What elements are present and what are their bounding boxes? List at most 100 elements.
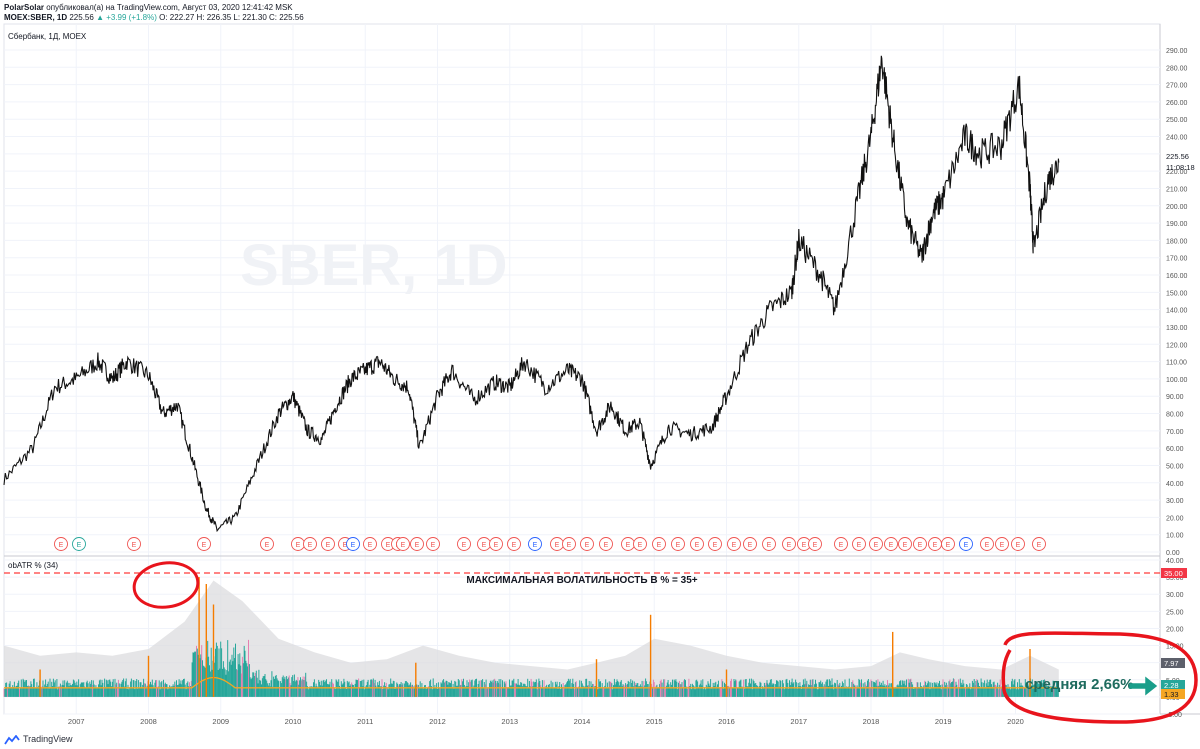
published-text: опубликовал(а) на TradingView.com, Авгус…	[46, 3, 293, 12]
earnings-marker[interactable]	[743, 537, 757, 551]
earnings-marker[interactable]	[396, 537, 410, 551]
time-tick-label: 2010	[285, 717, 302, 726]
earnings-marker[interactable]	[507, 537, 521, 551]
brand-label: TradingView	[23, 734, 73, 744]
countdown-label: 11:08:18	[1166, 163, 1195, 172]
main-legend[interactable]: Сбербанк, 1Д, MOEX	[8, 32, 87, 41]
earnings-marker-label: E	[386, 542, 391, 549]
earnings-marker[interactable]	[260, 537, 274, 551]
earnings-marker-label: E	[1037, 542, 1042, 549]
earnings-marker[interactable]	[54, 537, 68, 551]
earnings-marker-label: E	[533, 542, 538, 549]
time-tick-label: 2011	[357, 717, 373, 726]
price-tick-label: 210.00	[1166, 186, 1188, 193]
earnings-marker[interactable]	[580, 537, 594, 551]
earnings-marker-label: E	[326, 542, 331, 549]
earnings-marker-label: E	[874, 542, 879, 549]
earnings-marker-label: E	[462, 542, 467, 549]
earnings-marker[interactable]	[884, 537, 898, 551]
earnings-marker-label: E	[802, 542, 807, 549]
earnings-marker[interactable]	[321, 537, 335, 551]
price-tick-label: 20.00	[1166, 515, 1184, 522]
earnings-marker[interactable]	[671, 537, 685, 551]
earnings-marker[interactable]	[762, 537, 776, 551]
price-value: 225.56	[69, 13, 94, 22]
earnings-marker[interactable]	[898, 537, 912, 551]
earnings-marker-label: E	[713, 542, 718, 549]
volatility-band	[4, 580, 1059, 697]
time-tick-label: 2015	[646, 717, 663, 726]
price-tick-label: 50.00	[1166, 463, 1184, 470]
earnings-marker-label: E	[767, 542, 772, 549]
earnings-marker-label: E	[431, 542, 436, 549]
low-tag-label: 1.33	[1164, 690, 1179, 699]
price-tick-label: 270.00	[1166, 83, 1188, 90]
price-tick-label: 130.00	[1166, 325, 1188, 332]
earnings-marker[interactable]	[489, 537, 503, 551]
indicator-legend[interactable]: obATR % (34)	[8, 561, 58, 570]
earnings-marker[interactable]	[562, 537, 576, 551]
indicator-tick-label: 40.00	[1166, 558, 1184, 565]
time-axis[interactable]: 2007 2008 2009 2010 2011 2012 2013 2014 2015 2016…	[68, 717, 1024, 726]
earnings-marker[interactable]	[633, 537, 647, 551]
max-volatility-annotation: МАКСИМАЛЬНАЯ ВОЛАТИЛЬНОСТЬ В % = 35+	[466, 575, 697, 586]
earnings-marker[interactable]	[1032, 537, 1046, 551]
earnings-marker[interactable]	[959, 537, 973, 551]
earnings-marker-label: E	[494, 542, 499, 549]
earnings-marker[interactable]	[690, 537, 704, 551]
earnings-marker[interactable]	[708, 537, 722, 551]
earnings-marker[interactable]	[913, 537, 927, 551]
earnings-marker[interactable]	[127, 537, 141, 551]
max-tag-label: 35.00	[1164, 569, 1183, 578]
time-tick-label: 2012	[429, 717, 446, 726]
earnings-marker-label: E	[308, 542, 313, 549]
earnings-marker[interactable]	[426, 537, 440, 551]
earnings-marker[interactable]	[852, 537, 866, 551]
earnings-marker[interactable]	[346, 537, 360, 551]
time-tick-label: 2008	[140, 717, 157, 726]
earnings-marker-label: E	[482, 542, 487, 549]
earnings-marker[interactable]	[727, 537, 741, 551]
earnings-marker[interactable]	[995, 537, 1009, 551]
last-price-tag: 225.56 11:08:18	[1161, 151, 1197, 172]
earnings-marker[interactable]	[652, 537, 666, 551]
earnings-marker[interactable]	[808, 537, 822, 551]
mid-tag-bg	[1161, 680, 1185, 690]
last-price-label: 225.56	[1166, 152, 1189, 161]
earnings-marker[interactable]	[363, 537, 377, 551]
earnings-marker-label: E	[567, 542, 572, 549]
earnings-marker[interactable]	[528, 537, 542, 551]
price-tick-label: 190.00	[1166, 221, 1188, 228]
earnings-marker[interactable]	[72, 537, 86, 551]
earnings-marker[interactable]	[941, 537, 955, 551]
ohlc-values: O: 222.27 H: 226.35 L: 221.30 C: 225.56	[159, 13, 304, 22]
earnings-marker[interactable]	[834, 537, 848, 551]
earnings-marker-label: E	[638, 542, 643, 549]
price-tick-label: 10.00	[1166, 533, 1184, 540]
time-tick-label: 2013	[501, 717, 518, 726]
earnings-marker[interactable]	[980, 537, 994, 551]
author-name[interactable]: PolarSolar	[4, 3, 45, 12]
price-tick-label: 30.00	[1166, 498, 1184, 505]
price-tick-label: 90.00	[1166, 394, 1184, 401]
earnings-marker[interactable]	[599, 537, 613, 551]
last-price-tag-bg	[1161, 151, 1197, 161]
earnings-marker[interactable]	[782, 537, 796, 551]
footer-brand[interactable]: TradingView	[4, 732, 73, 746]
price-axis[interactable]: 0.00 10.00 20.00 30.00 40.00 50.00 60.00 70.00 8…	[1166, 48, 1188, 557]
symbol-header: MOEX:SBER, 1D 225.56 ▲ +3.99 (+1.8%) O: …	[4, 12, 304, 23]
earnings-marker[interactable]	[869, 537, 883, 551]
earnings-marker[interactable]	[303, 537, 317, 551]
earnings-marker[interactable]	[1011, 537, 1025, 551]
earnings-marker[interactable]	[457, 537, 471, 551]
indicator-value-tags: 35.00 7.97 2.28 1.33	[1161, 568, 1187, 699]
earnings-marker[interactable]	[197, 537, 211, 551]
earnings-marker-label: E	[132, 542, 137, 549]
highlight-circle-max	[132, 561, 200, 609]
earnings-marker-label: E	[555, 542, 560, 549]
indicator-tick-label: 30.00	[1166, 592, 1184, 599]
earnings-marker[interactable]	[410, 537, 424, 551]
indicator-tick-label: 25.00	[1166, 609, 1184, 616]
